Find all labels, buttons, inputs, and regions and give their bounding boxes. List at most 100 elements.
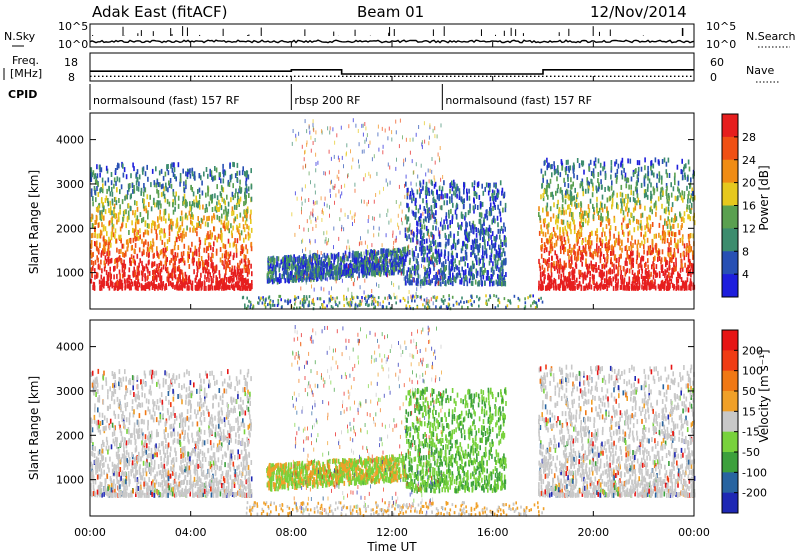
power-echo [483, 262, 485, 268]
power-echo [360, 257, 363, 262]
power-echo [475, 238, 477, 244]
power-echo [323, 252, 326, 258]
power-echo [451, 193, 453, 199]
power-echo [607, 279, 609, 285]
power-echo [492, 206, 494, 211]
power-echo [212, 253, 214, 259]
power-echo [118, 234, 120, 240]
power-echo [666, 238, 669, 244]
power-echo [300, 257, 302, 263]
power-echo [457, 238, 460, 244]
power-echo [419, 246, 421, 252]
power-echo [476, 273, 478, 279]
power-echo [689, 244, 691, 250]
power-echo [309, 258, 311, 263]
power-echo [170, 183, 173, 189]
power-echo [456, 239, 459, 245]
power-echo [159, 229, 161, 235]
power-echo [567, 235, 569, 241]
power-echo [195, 275, 197, 281]
power-echo [444, 193, 446, 199]
power-echo [245, 244, 247, 250]
power-echo [151, 285, 154, 290]
power-echo [592, 251, 595, 257]
power-echo [201, 180, 203, 186]
power-echo [287, 260, 289, 266]
power-echo [96, 240, 98, 246]
power-echo [500, 239, 502, 245]
power-echo [683, 284, 686, 289]
power-echo [229, 267, 231, 272]
power-echo [139, 258, 141, 264]
power-echo [579, 270, 582, 275]
power-echo [609, 225, 612, 231]
power-echo [669, 282, 671, 288]
power-echo [189, 227, 191, 233]
power-echo [629, 197, 631, 203]
power-echo [417, 208, 420, 214]
power-echo [487, 182, 490, 188]
power-echo [544, 259, 547, 265]
power-echo [240, 245, 243, 251]
power-echo [652, 247, 654, 253]
power-echo [456, 193, 458, 199]
power-echo [328, 257, 330, 263]
power-echo [198, 264, 200, 270]
power-echo [574, 285, 576, 291]
power-echo [653, 267, 655, 273]
power-echo [195, 285, 197, 291]
cpid-segment-label: rbsp 200 RF [294, 94, 360, 107]
power-echo [238, 274, 240, 280]
power-echo [211, 218, 213, 224]
power-echo [496, 193, 498, 199]
power-echo [165, 186, 167, 192]
power-echo [654, 285, 657, 291]
power-echo [224, 250, 227, 256]
power-echo [580, 207, 582, 213]
power-echo [156, 188, 158, 194]
power-echo [211, 207, 214, 212]
power-echo [163, 233, 165, 239]
power-echo [687, 248, 690, 253]
power-echo [651, 222, 654, 227]
power-echo [503, 239, 506, 245]
power-echo [216, 214, 219, 220]
power-echo [168, 273, 171, 279]
power-echo [464, 234, 467, 240]
power-echo [196, 222, 198, 228]
power-echo [106, 279, 109, 285]
power-echo [563, 236, 566, 242]
power-echo [469, 270, 471, 276]
power-echo [479, 267, 482, 273]
power-echo [579, 224, 581, 229]
power-echo [503, 191, 506, 197]
power-echo [121, 262, 124, 268]
power-echo [420, 234, 422, 240]
power-echo [307, 267, 310, 273]
power-echo [479, 272, 482, 278]
power-echo [197, 203, 199, 209]
power-echo [213, 226, 215, 232]
power-echo [628, 246, 630, 251]
power-echo [157, 204, 160, 210]
power-echo [606, 206, 608, 212]
power-echo [181, 272, 184, 278]
power-echo [665, 206, 668, 212]
power-echo [472, 240, 475, 246]
power-echo [445, 212, 448, 218]
power-echo [147, 176, 149, 182]
power-echo [136, 201, 138, 206]
power-echo [565, 262, 567, 268]
power-echo [652, 186, 655, 192]
cpid-segments: normalsound (fast) 157 RF rbsp 200 RF norm… [89, 84, 592, 110]
power-echo [166, 246, 168, 251]
power-echo [102, 226, 105, 232]
power-echo [413, 251, 416, 257]
power-echo [545, 207, 548, 213]
power-echo [501, 187, 504, 193]
power-echo [420, 250, 423, 256]
power-echo [140, 190, 142, 196]
power-echo [572, 273, 574, 279]
power-echo [651, 238, 654, 244]
power-echo [236, 280, 238, 286]
